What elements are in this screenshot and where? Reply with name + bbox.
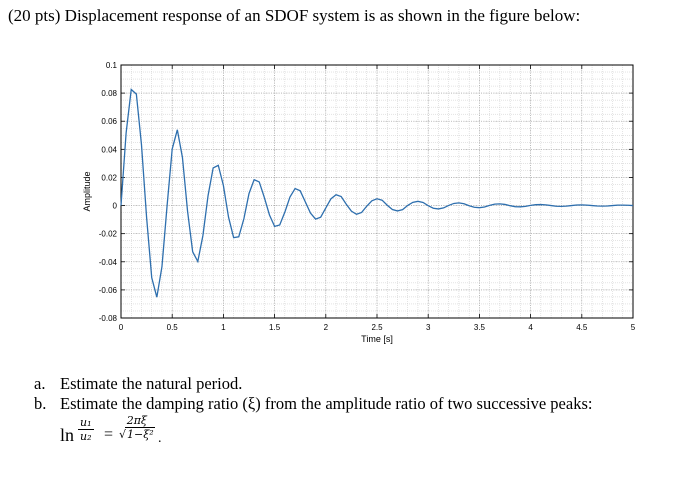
x-tick-label: 1.5 <box>269 323 281 332</box>
x-tick-label: 0.5 <box>167 323 179 332</box>
formula-rhs-num: 2πξ <box>124 414 149 428</box>
y-tick-label: -0.02 <box>99 230 118 239</box>
damping-formula: ln u₁ u₂ = 2πξ √1−ξ² . <box>60 415 649 457</box>
x-axis-label: Time [s] <box>361 334 393 344</box>
formula-ratio-den: u₂ <box>80 430 92 443</box>
y-tick-label: 0 <box>113 202 118 211</box>
x-tick-label: 3.5 <box>474 323 486 332</box>
x-tick-label: 1 <box>221 323 226 332</box>
formula-ratio: u₁ u₂ <box>78 417 94 443</box>
x-tick-labels: 0 0.5 1 1.5 2 2.5 3 3.5 4 4.5 5 <box>119 323 636 332</box>
question-a: a. Estimate the natural period. <box>34 374 649 394</box>
y-tick-label: -0.08 <box>99 314 118 323</box>
y-tick-label: -0.04 <box>99 258 118 267</box>
y-tick-label: 0.08 <box>101 89 117 98</box>
formula-equals: = <box>104 426 114 443</box>
y-tick-label: 0.06 <box>101 117 117 126</box>
x-tick-label: 4 <box>528 323 533 332</box>
question-b-text: Estimate the damping ratio (ξ) from the … <box>60 394 593 413</box>
x-tick-label: 3 <box>426 323 431 332</box>
question-b-label: b. <box>34 394 47 413</box>
question-a-label: a. <box>34 374 46 393</box>
y-tick-label: 0.1 <box>106 61 118 70</box>
formula-rhs: 2πξ √1−ξ² <box>118 415 156 441</box>
y-tick-label: -0.06 <box>99 286 118 295</box>
formula-rhs-den: √1−ξ² <box>118 427 156 441</box>
x-tick-label: 2 <box>324 323 329 332</box>
problem-intro: (20 pts) Displacement response of an SDO… <box>8 6 581 25</box>
formula-ratio-num: u₁ <box>78 416 94 430</box>
x-tick-label: 4.5 <box>576 323 588 332</box>
y-tick-labels: -0.08 -0.06 -0.04 -0.02 0 0.02 0.04 0.06 0.08 0.1 <box>99 61 118 323</box>
axis-ticks <box>120 64 634 319</box>
formula-rhs-den-expr: 1−ξ² <box>126 427 155 441</box>
formula-sqrt: √ <box>119 428 127 441</box>
formula-ln: ln <box>60 425 75 445</box>
y-tick-label: 0.04 <box>101 145 117 154</box>
x-tick-label: 0 <box>119 323 124 332</box>
question-a-text: Estimate the natural period. <box>60 374 243 393</box>
x-tick-label: 5 <box>631 323 636 332</box>
response-curve <box>120 88 634 298</box>
formula-end: . <box>158 431 162 446</box>
question-b: b. Estimate the damping ratio (ξ) from t… <box>34 394 649 414</box>
questions: a. Estimate the natural period. b. Estim… <box>34 374 649 457</box>
y-tick-label: 0.02 <box>101 173 117 182</box>
x-tick-label: 2.5 <box>371 323 383 332</box>
y-axis-label: Amplitude <box>82 171 92 211</box>
